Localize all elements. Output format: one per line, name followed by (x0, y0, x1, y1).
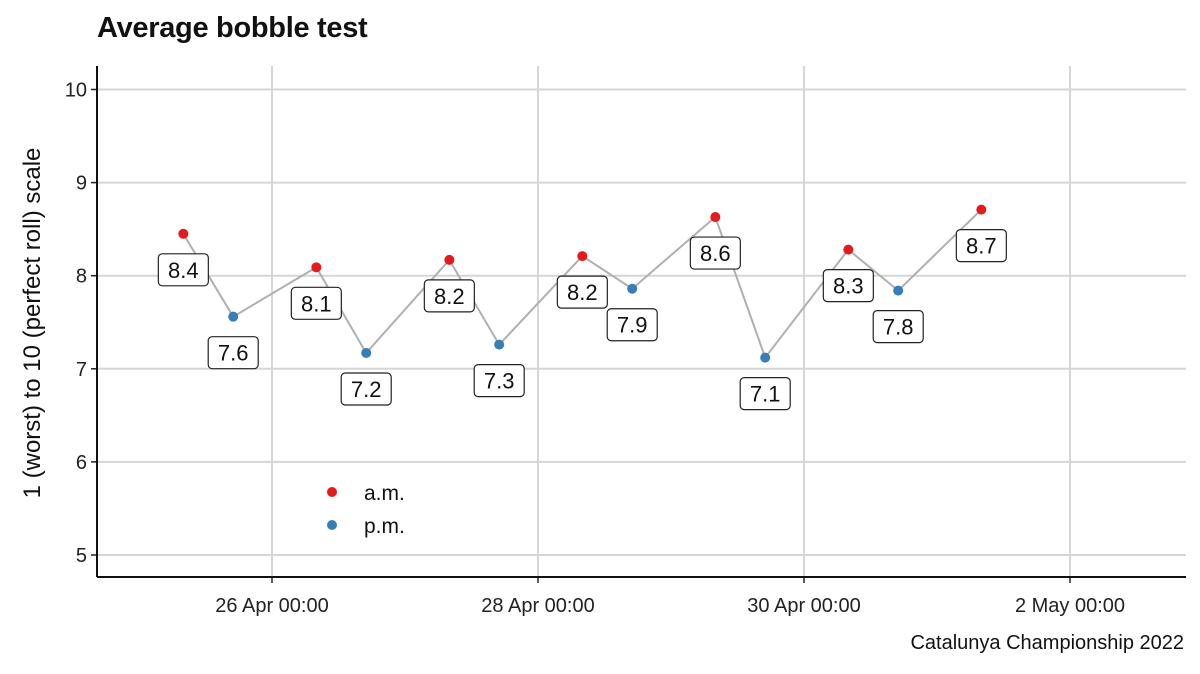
data-label-text: 7.1 (750, 382, 781, 407)
data-label-text: 8.2 (434, 284, 465, 309)
data-label: 8.7 (955, 228, 1007, 263)
data-label-box (340, 372, 392, 406)
data-label-text: 8.7 (966, 234, 997, 259)
legend-key-pm (327, 520, 337, 530)
x-tick-label: 28 Apr 00:00 (481, 595, 594, 617)
data-point (976, 204, 987, 215)
data-label-box (423, 279, 475, 313)
x-tick-label: 2 May 00:00 (1015, 595, 1125, 617)
data-label-text: 8.6 (700, 241, 731, 266)
data-point (311, 262, 322, 273)
data-point (843, 244, 854, 255)
legend-label: a.m. (364, 482, 405, 505)
data-label-box (606, 308, 658, 342)
y-tick-label: 5 (76, 545, 87, 567)
data-label: 7.9 (606, 308, 658, 342)
y-tick-label: 7 (76, 359, 87, 381)
data-label-text: 7.2 (351, 377, 382, 402)
y-tick-label: 8 (76, 266, 87, 288)
data-points (178, 204, 987, 363)
data-label: 8.6 (689, 236, 741, 270)
data-point (178, 228, 189, 239)
y-tick-label: 9 (76, 173, 87, 195)
data-label-text: 7.8 (883, 315, 914, 340)
data-label: 8.2 (556, 275, 608, 309)
x-tick-labels: 26 Apr 00:00 28 Apr 00:00 30 Apr 00:00 2 Ma… (215, 595, 1125, 617)
y-axis-title: 1 (worst) to 10 (perfect roll) scale (19, 148, 46, 499)
data-label-box (872, 309, 924, 344)
data-label-text: 7.3 (484, 369, 515, 394)
data-label-text: 7.6 (218, 341, 249, 366)
data-label-text: 8.3 (833, 274, 864, 299)
x-tick-label: 30 Apr 00:00 (747, 595, 860, 617)
data-label-box (473, 363, 525, 398)
data-point (494, 339, 505, 350)
data-label-box (955, 228, 1007, 263)
data-label-box (739, 377, 791, 411)
chart-caption: Catalunya Championship 2022 (910, 632, 1184, 654)
data-label: 8.1 (290, 286, 342, 320)
data-label-text: 8.2 (567, 280, 598, 305)
data-label: 7.8 (872, 309, 924, 344)
data-label-text: 7.9 (617, 313, 648, 338)
y-tick-labels: 5 6 7 8 9 10 (65, 80, 87, 568)
chart-title: Average bobble test (97, 12, 368, 44)
y-tick-label: 6 (76, 452, 87, 474)
data-label-box (157, 253, 209, 287)
data-point (893, 285, 904, 296)
data-label-text: 8.1 (301, 291, 332, 316)
legend: a.m. p.m. (327, 482, 405, 538)
legend-key-am (327, 487, 337, 497)
data-label: 8.2 (423, 279, 475, 313)
data-label-text: 8.4 (168, 258, 199, 283)
x-tick-label: 26 Apr 00:00 (215, 595, 328, 617)
data-point (444, 254, 455, 265)
data-label: 7.1 (739, 377, 791, 411)
data-label: 8.4 (157, 253, 209, 287)
data-labels: 8.4 7.6 8.1 7.2 8.2 7.3 8.2 7.9 8.6 7.1 8.3 7.8 8.7 (157, 228, 1007, 411)
axes (91, 66, 1186, 583)
data-point (760, 352, 771, 363)
data-label: 7.2 (340, 372, 392, 406)
data-point (228, 311, 239, 322)
data-point (627, 283, 638, 294)
data-label-box (556, 275, 608, 309)
data-label-box (689, 236, 741, 270)
data-label: 7.3 (473, 363, 525, 398)
legend-label: p.m. (364, 515, 405, 538)
data-label-box (290, 286, 342, 320)
data-label: 8.3 (822, 269, 874, 303)
data-point (710, 212, 721, 223)
y-tick-label: 10 (65, 80, 87, 102)
data-label-box (207, 336, 259, 370)
grid-lines (97, 66, 1186, 577)
data-point (361, 347, 372, 358)
data-point (577, 251, 588, 262)
data-label: 7.6 (207, 336, 259, 370)
data-label-box (822, 269, 874, 303)
